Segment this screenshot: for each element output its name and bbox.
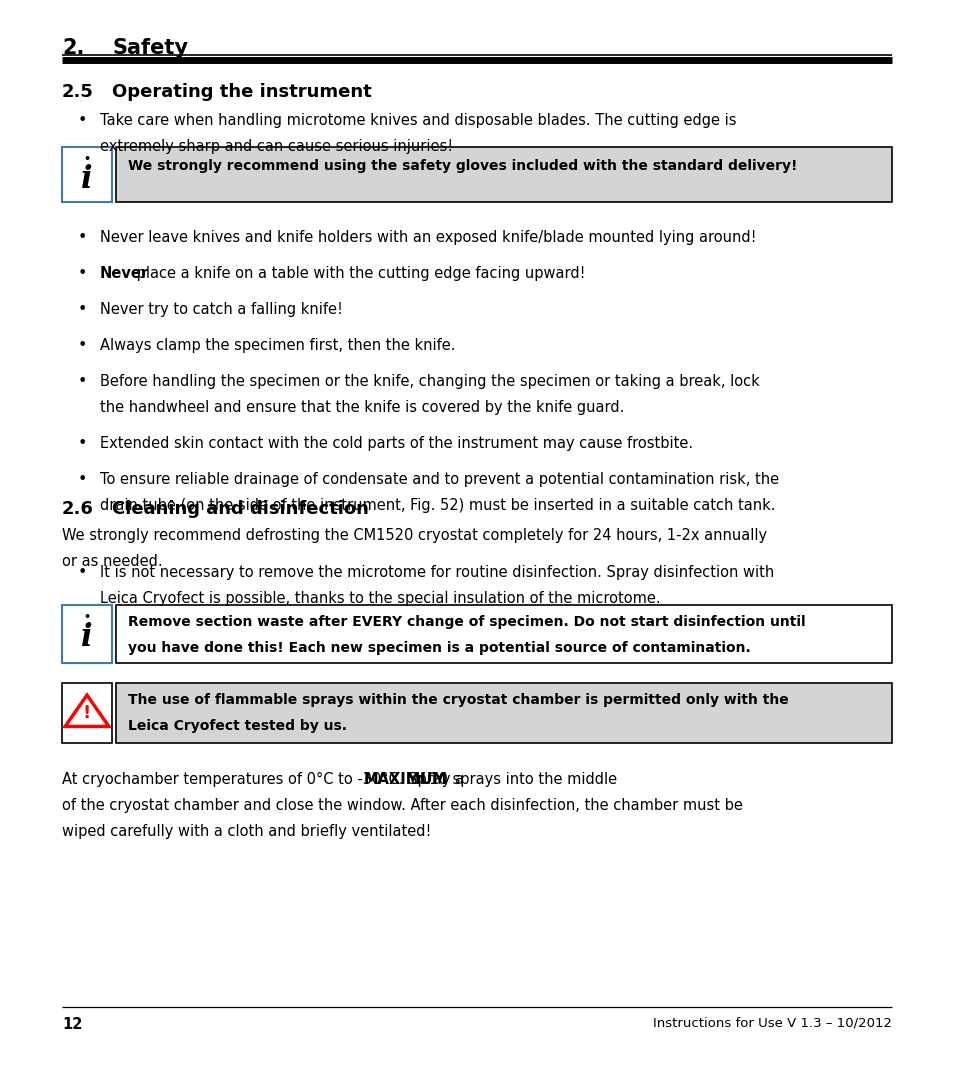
Text: •: • <box>78 374 88 389</box>
Text: i: i <box>81 622 92 653</box>
Text: Remove section waste after EVERY change of specimen. Do not start disinfection u: Remove section waste after EVERY change … <box>128 615 804 629</box>
Text: We strongly recommend using the safety gloves included with the standard deliver: We strongly recommend using the safety g… <box>128 159 797 173</box>
Text: The use of flammable sprays within the cryostat chamber is permitted only with t: The use of flammable sprays within the c… <box>128 693 788 707</box>
Text: •: • <box>78 230 88 245</box>
Text: of the cryostat chamber and close the window. After each disinfection, the chamb: of the cryostat chamber and close the wi… <box>62 798 742 813</box>
Text: you have done this! Each new specimen is a potential source of contamination.: you have done this! Each new specimen is… <box>128 642 750 654</box>
FancyBboxPatch shape <box>116 683 891 743</box>
FancyBboxPatch shape <box>62 147 112 202</box>
Text: MAXIMUM: MAXIMUM <box>364 772 448 787</box>
FancyBboxPatch shape <box>116 147 891 202</box>
Text: i: i <box>81 164 92 195</box>
Text: 2.6: 2.6 <box>62 500 93 518</box>
Text: Cleaning and disinfection: Cleaning and disinfection <box>112 500 369 518</box>
Text: drain tube (on the side of the instrument, Fig. 52) must be inserted in a suitab: drain tube (on the side of the instrumen… <box>100 498 775 513</box>
Text: wiped carefully with a cloth and briefly ventilated!: wiped carefully with a cloth and briefly… <box>62 824 431 839</box>
Text: To ensure reliable drainage of condensate and to prevent a potential contaminati: To ensure reliable drainage of condensat… <box>100 472 779 487</box>
Text: •: • <box>78 302 88 318</box>
Text: 2.: 2. <box>62 38 84 58</box>
Text: •: • <box>78 113 88 129</box>
Text: place a knife on a table with the cutting edge facing upward!: place a knife on a table with the cuttin… <box>132 266 584 281</box>
Text: Never: Never <box>100 266 149 281</box>
Text: Never try to catch a falling knife!: Never try to catch a falling knife! <box>100 302 342 318</box>
Text: Extended skin contact with the cold parts of the instrument may cause frostbite.: Extended skin contact with the cold part… <box>100 436 693 451</box>
Text: Safety: Safety <box>112 38 188 58</box>
Text: 12: 12 <box>62 1017 82 1032</box>
Polygon shape <box>65 696 109 727</box>
Text: •: • <box>78 565 88 580</box>
Text: Leica Cryofect tested by us.: Leica Cryofect tested by us. <box>128 719 347 733</box>
Text: !: ! <box>83 704 91 723</box>
Text: Take care when handling microtome knives and disposable blades. The cutting edge: Take care when handling microtome knives… <box>100 113 736 129</box>
Text: extremely sharp and can cause serious injuries!: extremely sharp and can cause serious in… <box>100 139 453 154</box>
Text: It is not necessary to remove the microtome for routine disinfection. Spray disi: It is not necessary to remove the microt… <box>100 565 774 580</box>
Text: •: • <box>78 266 88 281</box>
Text: of 10 sprays into the middle: of 10 sprays into the middle <box>406 772 617 787</box>
FancyBboxPatch shape <box>116 605 891 663</box>
Text: We strongly recommend defrosting the CM1520 cryostat completely for 24 hours, 1-: We strongly recommend defrosting the CM1… <box>62 528 766 543</box>
Text: •: • <box>83 154 91 164</box>
Text: Never leave knives and knife holders with an exposed knife/blade mounted lying a: Never leave knives and knife holders wit… <box>100 230 756 245</box>
Text: •: • <box>78 472 88 487</box>
Text: Leica Cryofect is possible, thanks to the special insulation of the microtome.: Leica Cryofect is possible, thanks to th… <box>100 591 659 606</box>
Text: or as needed.: or as needed. <box>62 554 162 569</box>
Text: Operating the instrument: Operating the instrument <box>112 83 372 102</box>
Text: Before handling the specimen or the knife, changing the specimen or taking a bre: Before handling the specimen or the knif… <box>100 374 759 389</box>
Text: At cryochamber temperatures of 0°C to -30°C. Spray a: At cryochamber temperatures of 0°C to -3… <box>62 772 468 787</box>
Text: Instructions for Use V 1.3 – 10/2012: Instructions for Use V 1.3 – 10/2012 <box>652 1017 891 1030</box>
Text: Always clamp the specimen first, then the knife.: Always clamp the specimen first, then th… <box>100 338 455 353</box>
Text: the handwheel and ensure that the knife is covered by the knife guard.: the handwheel and ensure that the knife … <box>100 400 623 415</box>
Text: •: • <box>78 436 88 451</box>
FancyBboxPatch shape <box>62 683 112 743</box>
FancyBboxPatch shape <box>62 605 112 663</box>
Text: 2.5: 2.5 <box>62 83 93 102</box>
Text: •: • <box>78 338 88 353</box>
Text: •: • <box>83 612 91 622</box>
